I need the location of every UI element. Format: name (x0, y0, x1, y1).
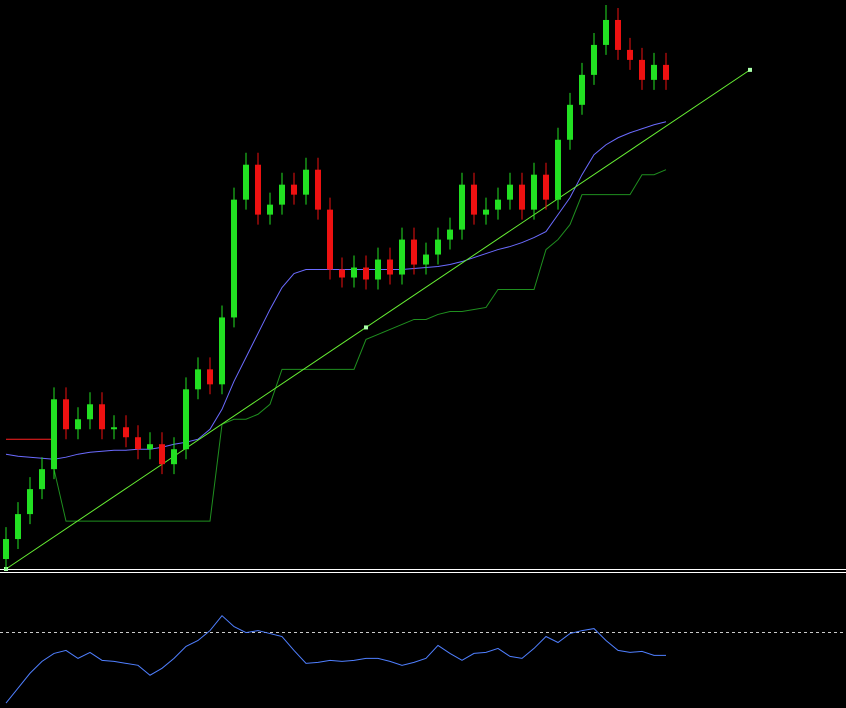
trendline-anchor (364, 325, 368, 330)
candle-body (207, 369, 213, 385)
candle-body (663, 64, 669, 80)
candle-body (531, 174, 537, 210)
candle-body (3, 539, 9, 560)
candle-body (267, 204, 273, 215)
candle-body (567, 104, 573, 140)
candle-body (519, 184, 525, 210)
candle-body (123, 427, 129, 438)
candle-body (615, 19, 621, 50)
candle-body (555, 139, 561, 200)
candle-body (591, 44, 597, 75)
candle-body (15, 514, 21, 540)
candle-body (243, 164, 249, 200)
candle-body (315, 169, 321, 210)
indicator-line (5, 121, 667, 460)
candle-body (399, 239, 405, 275)
candle-body (627, 49, 633, 60)
trendline-anchor (748, 67, 752, 72)
candle-body (255, 164, 261, 215)
candle-body (183, 389, 189, 450)
candle-body (447, 229, 453, 240)
candle-body (471, 184, 477, 215)
candle-body (171, 449, 177, 465)
indicator-line (53, 169, 667, 522)
candle-body (351, 267, 357, 278)
candle-body (75, 419, 81, 430)
candle-body (387, 259, 393, 275)
candle-body (543, 174, 549, 200)
candle-body (579, 74, 585, 105)
candle-body (279, 184, 285, 205)
candle-body (459, 184, 465, 230)
candle-body (219, 317, 225, 385)
candle-body (651, 64, 657, 80)
candle-body (231, 199, 237, 318)
candle-body (147, 444, 153, 450)
candle-body (327, 209, 333, 270)
candle-body (639, 59, 645, 80)
oscillator-line (5, 614, 666, 704)
candle-body (423, 254, 429, 265)
candle-body (411, 239, 417, 265)
candle-body (483, 209, 489, 215)
candle-body (87, 404, 93, 420)
candle-body (51, 399, 57, 470)
candle-body (195, 369, 201, 390)
candle-body (303, 169, 309, 195)
candle-body (291, 184, 297, 195)
candle-body (27, 489, 33, 515)
candle-body (99, 404, 105, 430)
candle-body (435, 239, 441, 255)
candle-body (363, 267, 369, 280)
candle-body (39, 469, 45, 490)
candle-body (159, 444, 165, 465)
candle-body (603, 19, 609, 45)
candle-body (339, 269, 345, 278)
candle-body (135, 437, 141, 450)
candle-body (507, 184, 513, 200)
candle-body (63, 399, 69, 430)
candle-body (111, 427, 117, 430)
candle-body (375, 259, 381, 280)
candle-body (495, 199, 501, 210)
